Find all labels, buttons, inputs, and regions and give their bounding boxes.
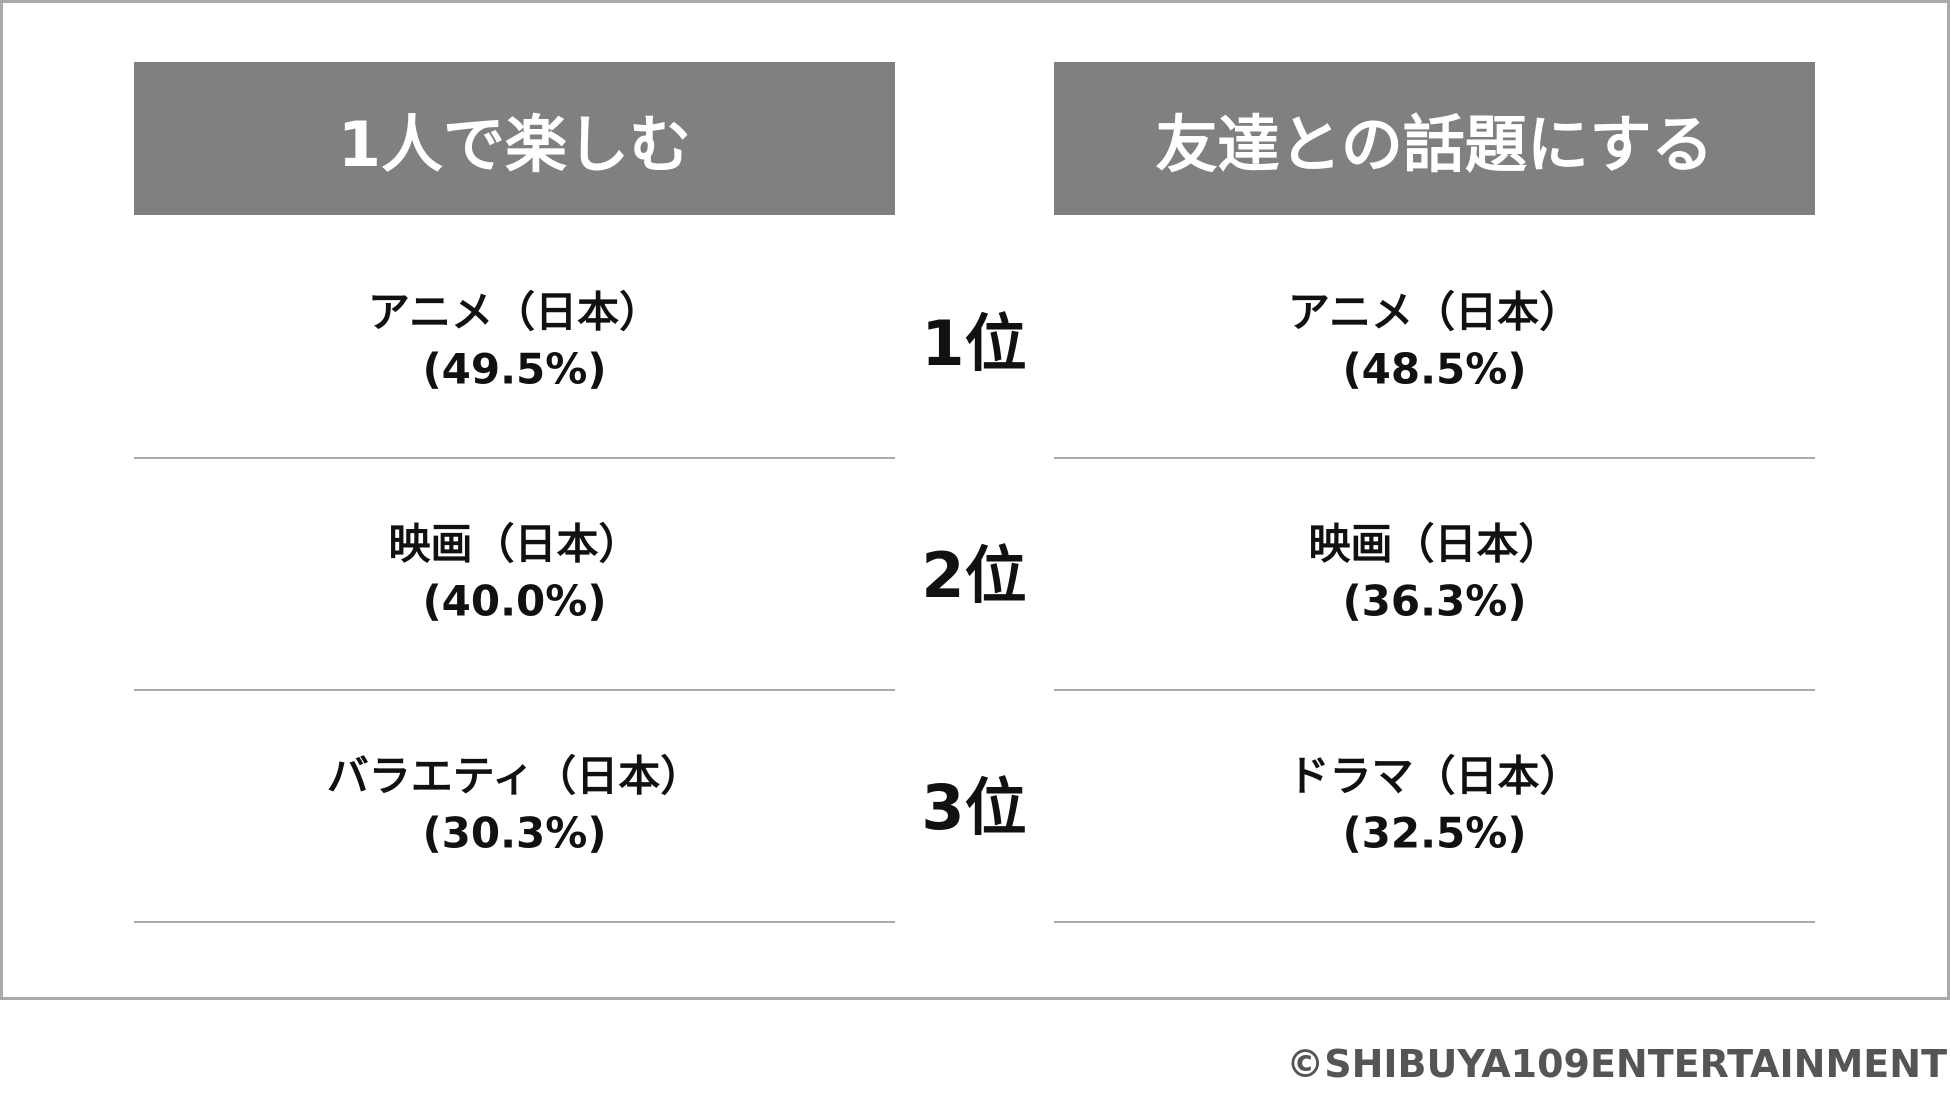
item-name: バラエティ（日本）: [326, 751, 703, 801]
item-share: (49.5%): [422, 344, 607, 394]
frame: [0, 0, 1950, 1000]
item-name: アニメ（日本）: [367, 287, 662, 337]
item-share: (40.0%): [422, 576, 607, 626]
item-share: (36.3%): [1342, 576, 1527, 626]
item-name: ドラマ（日本）: [1287, 751, 1582, 801]
item-share: (30.3%): [422, 808, 607, 858]
item-share: (48.5%): [1342, 344, 1527, 394]
row-rule: [134, 921, 895, 923]
item-name: 映画（日本）: [388, 519, 641, 569]
rank-label: 3位: [921, 771, 1027, 844]
row-rule: [134, 457, 895, 459]
rank-label: 1位: [921, 307, 1027, 380]
credit: ©SHIBUYA109ENTERTAINMENT: [1286, 1042, 1947, 1086]
row-rule: [1054, 921, 1815, 923]
rank-label: 2位: [921, 539, 1027, 612]
row-rule: [134, 689, 895, 691]
column-header: 友達との話題にする: [1054, 62, 1815, 215]
row-rule: [1054, 689, 1815, 691]
column-header: 1人で楽しむ: [134, 62, 895, 215]
item-share: (32.5%): [1342, 808, 1527, 858]
row-rule: [1054, 457, 1815, 459]
item-name: アニメ（日本）: [1287, 287, 1582, 337]
item-name: 映画（日本）: [1308, 519, 1561, 569]
